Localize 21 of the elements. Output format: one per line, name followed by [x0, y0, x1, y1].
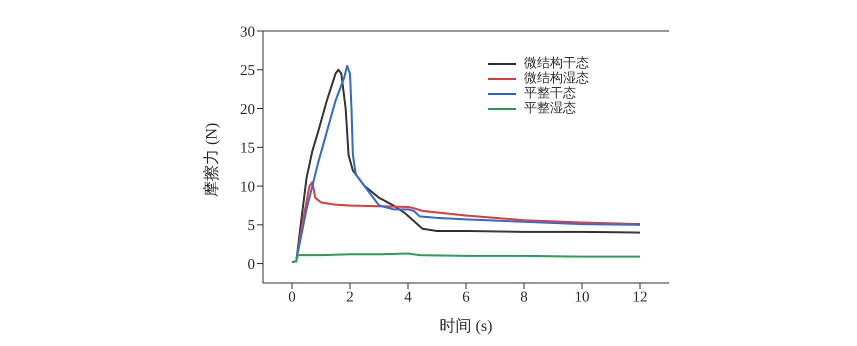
y-tick-label: 25 [240, 63, 255, 80]
x-tick-label: 10 [574, 290, 590, 306]
y-tick-label: 5 [248, 218, 255, 234]
x-axis-title: 时间 (s) [440, 317, 492, 335]
y-tick-label: 10 [240, 179, 255, 196]
legend-label: 平整湿态 [524, 101, 576, 116]
line-series [291, 252, 641, 264]
x-tick-label: 4 [404, 290, 412, 306]
y-tick-label: 20 [240, 102, 255, 118]
y-tick-label: 15 [240, 140, 255, 157]
legend-label: 微结构湿态 [524, 71, 589, 86]
x-tick-label: 12 [632, 290, 648, 306]
x-tick-label: 8 [520, 290, 528, 306]
y-axis-title: 摩擦力 (N) [202, 122, 221, 197]
legend-label: 平整干态 [524, 86, 576, 101]
x-tick-label: 2 [346, 290, 354, 306]
y-tick-label: 0 [248, 256, 255, 273]
x-tick-label: 6 [462, 290, 470, 306]
x-tick-label: 0 [288, 290, 296, 306]
legend-label: 微结构干态 [524, 56, 589, 71]
y-tick-label: 30 [240, 24, 255, 40]
